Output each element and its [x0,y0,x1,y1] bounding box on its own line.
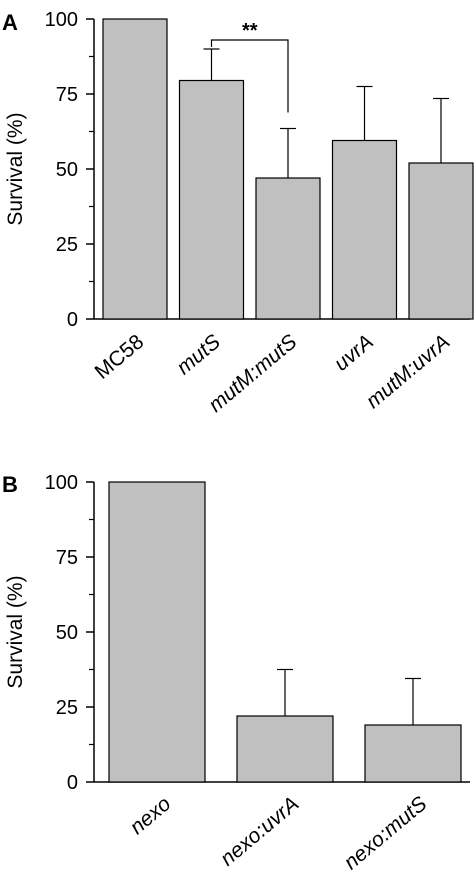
bar-muts [178,79,245,320]
x-tick-label-nexo: nexo [126,792,176,839]
bar-mutm-muts [255,177,321,320]
panel-letter: A [2,10,18,35]
y-tick-label: 100 [45,472,78,494]
x-tick-label-muts: mutS [172,330,224,379]
bar-nexo-muts [364,724,462,783]
significance-bracket [210,39,289,113]
chart-panel-b: B Survival (%) 0 25 50 75 100 nexo nexo:uvrA nexo… [2,472,470,874]
y-tick-label: 50 [56,159,78,181]
panel-letter: B [2,472,18,497]
y-axis-title: Survival (%) [4,575,27,688]
y-tick-label: 25 [56,697,78,719]
y-tick-label: 25 [56,234,78,256]
x-tick-label-nexo-muts: nexo:mutS [340,792,432,874]
bar-mc58 [102,18,168,320]
y-tick-label: 75 [56,84,78,106]
y-tick-label: 0 [67,772,78,794]
y-tick-label: 100 [45,9,78,31]
y-tick-label: 50 [56,622,78,644]
y-axis-title: Survival (%) [4,112,27,225]
significance-label: ** [242,20,258,42]
x-tick-label-mc58: MC58 [91,330,149,384]
x-tick-label-nexo-uvra: nexo:uvrA [216,792,303,870]
bar-nexo [108,481,206,783]
bar-nexo-uvra [236,715,334,783]
y-tick-label: 75 [56,547,78,569]
bar-mutm-uvra [408,162,474,320]
x-tick-label-mutm-uvra: mutM:uvrA [362,330,455,413]
y-tick-label: 0 [67,309,78,331]
bar-uvra [331,139,398,320]
x-tick-label-uvra: uvrA [330,330,378,375]
